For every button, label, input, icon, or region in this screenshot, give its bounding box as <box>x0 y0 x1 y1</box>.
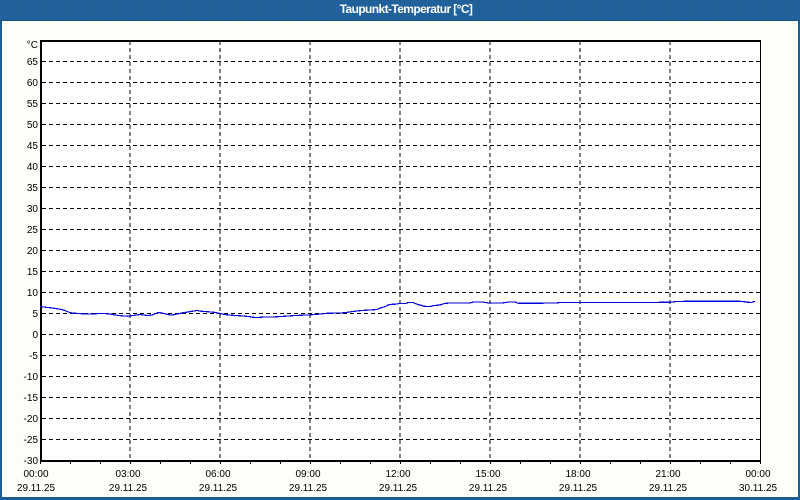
svg-text:30.11.25: 30.11.25 <box>739 483 778 494</box>
svg-text:-20: -20 <box>24 414 39 425</box>
svg-text:29.11.25: 29.11.25 <box>649 483 688 494</box>
svg-text:18:00: 18:00 <box>565 469 590 480</box>
svg-text:40: 40 <box>27 162 39 173</box>
svg-text:35: 35 <box>27 183 39 194</box>
svg-text:60: 60 <box>27 78 39 89</box>
svg-text:°C: °C <box>27 40 38 51</box>
svg-text:29.11.25: 29.11.25 <box>469 483 508 494</box>
svg-text:-25: -25 <box>24 435 39 446</box>
svg-text:21:00: 21:00 <box>655 469 680 480</box>
svg-text:20: 20 <box>27 246 39 257</box>
svg-text:03:00: 03:00 <box>115 469 140 480</box>
svg-text:55: 55 <box>27 99 39 110</box>
svg-text:Taupunkt-Temperatur [°C]: Taupunkt-Temperatur [°C] <box>340 2 473 16</box>
svg-text:30: 30 <box>27 204 39 215</box>
svg-text:29.11.25: 29.11.25 <box>109 483 148 494</box>
svg-text:15:00: 15:00 <box>475 469 500 480</box>
svg-text:09:00: 09:00 <box>295 469 320 480</box>
svg-text:25: 25 <box>27 225 39 236</box>
svg-text:15: 15 <box>27 267 39 278</box>
svg-text:29.11.25: 29.11.25 <box>199 483 238 494</box>
svg-text:29.11.25: 29.11.25 <box>379 483 418 494</box>
svg-text:-15: -15 <box>24 393 39 404</box>
svg-text:50: 50 <box>27 120 39 131</box>
svg-text:-10: -10 <box>24 372 39 383</box>
svg-text:65: 65 <box>27 57 39 68</box>
svg-text:-30: -30 <box>24 456 39 467</box>
svg-text:29.11.25: 29.11.25 <box>17 483 56 494</box>
svg-text:29.11.25: 29.11.25 <box>559 483 598 494</box>
svg-text:5: 5 <box>32 309 38 320</box>
svg-text:29.11.25: 29.11.25 <box>289 483 328 494</box>
svg-text:0: 0 <box>32 330 38 341</box>
svg-text:45: 45 <box>27 141 39 152</box>
svg-text:-5: -5 <box>29 351 38 362</box>
svg-text:00:00: 00:00 <box>23 469 48 480</box>
svg-text:00:00: 00:00 <box>745 469 770 480</box>
svg-text:12:00: 12:00 <box>385 469 410 480</box>
svg-text:06:00: 06:00 <box>205 469 230 480</box>
svg-text:10: 10 <box>27 288 39 299</box>
